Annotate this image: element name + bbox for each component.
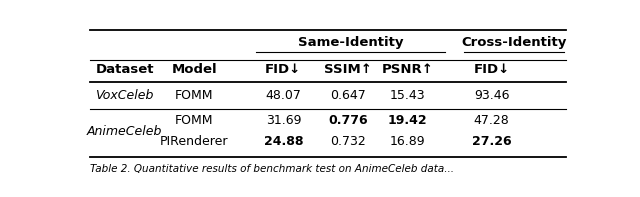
Text: FID↓: FID↓ [474, 63, 510, 76]
Text: VoxCeleb: VoxCeleb [95, 89, 154, 102]
Text: 31.69: 31.69 [266, 114, 301, 127]
Text: 0.732: 0.732 [330, 135, 365, 148]
Text: FOMM: FOMM [175, 89, 213, 102]
Text: Same-Identity: Same-Identity [298, 36, 403, 49]
Text: AnimeCeleb: AnimeCeleb [87, 125, 163, 138]
Text: 15.43: 15.43 [390, 89, 425, 102]
Text: Dataset: Dataset [95, 63, 154, 76]
Text: 27.26: 27.26 [472, 135, 511, 148]
Text: 0.776: 0.776 [328, 114, 367, 127]
Text: PSNR↑: PSNR↑ [381, 63, 433, 76]
Text: SSIM↑: SSIM↑ [324, 63, 372, 76]
Text: Cross-Identity: Cross-Identity [461, 36, 566, 49]
Text: 93.46: 93.46 [474, 89, 509, 102]
Text: PIRenderer: PIRenderer [160, 135, 228, 148]
Text: FID↓: FID↓ [265, 63, 301, 76]
Text: 19.42: 19.42 [388, 114, 427, 127]
Text: 48.07: 48.07 [266, 89, 301, 102]
Text: Model: Model [172, 63, 217, 76]
Text: 47.28: 47.28 [474, 114, 509, 127]
Text: 0.647: 0.647 [330, 89, 365, 102]
Text: 24.88: 24.88 [264, 135, 303, 148]
Text: Table 2. Quantitative results of benchmark test on AnimeCeleb data...: Table 2. Quantitative results of benchma… [90, 164, 454, 174]
Text: FOMM: FOMM [175, 114, 213, 127]
Text: 16.89: 16.89 [390, 135, 425, 148]
